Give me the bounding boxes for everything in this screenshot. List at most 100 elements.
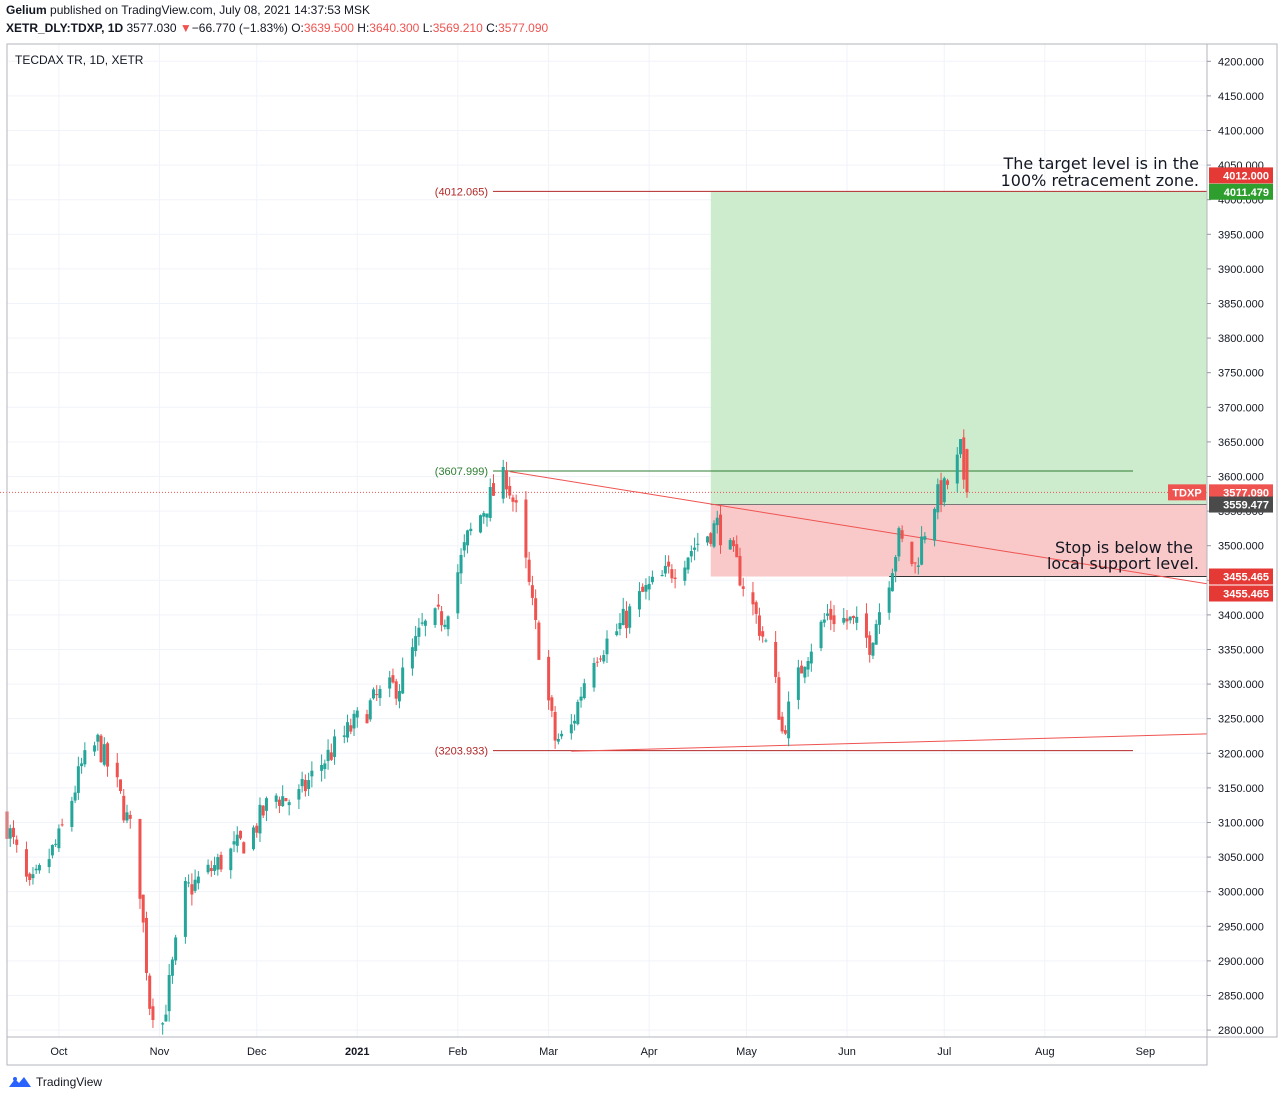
candle-body	[673, 577, 677, 579]
price-tick-label: 4200.000	[1218, 56, 1264, 68]
candle-body	[371, 689, 375, 699]
candle-body	[183, 880, 187, 937]
time-tick-label: Jul	[937, 1046, 951, 1058]
price-tick-label: 2800.000	[1218, 1025, 1264, 1037]
candle-body	[11, 827, 15, 838]
price-badge-label: 3559.477	[1223, 500, 1269, 512]
candle-body	[488, 487, 492, 518]
candle-body	[887, 587, 891, 613]
last-price: 3577.030	[126, 21, 177, 35]
price-tick-label: 3800.000	[1218, 333, 1264, 345]
candle-body	[93, 745, 97, 752]
candle-body	[537, 622, 541, 660]
candle-body	[255, 825, 259, 833]
candle-body	[871, 642, 875, 656]
symbol-name[interactable]: XETR_DLY:TDXP, 1D	[6, 21, 124, 35]
candle-body	[60, 824, 64, 826]
time-tick-label: Mar	[539, 1046, 558, 1058]
candle-body	[547, 656, 551, 701]
candle-body	[73, 792, 77, 801]
trend-line	[509, 471, 1208, 585]
candle-body	[780, 716, 784, 732]
candle-body	[479, 515, 483, 533]
candle-body	[595, 661, 599, 663]
high-value: 3640.300	[369, 21, 420, 35]
candle-body	[235, 834, 239, 846]
symbol-badge	[1168, 484, 1206, 501]
price-badge	[1209, 167, 1273, 184]
candle-body	[281, 796, 285, 807]
candle-body	[933, 508, 937, 541]
candle-body	[920, 536, 924, 565]
candle-body	[894, 557, 898, 572]
time-axis[interactable]: Oct Nov Dec 2021 Feb Mar Apr May Jun Jul Aug Sep	[50, 1046, 1155, 1058]
candle-body	[394, 681, 398, 699]
candle-body	[391, 675, 395, 683]
candle-body	[777, 677, 781, 720]
candle-body	[423, 620, 427, 626]
chart-title: TECDAX TR, 1D, XETR	[15, 53, 144, 67]
chart-frame	[6, 43, 1278, 1066]
candle-body	[602, 655, 606, 662]
candle-body	[845, 618, 849, 622]
candle-body	[410, 647, 414, 669]
candle-body	[300, 779, 304, 787]
candle-body	[842, 617, 846, 623]
candle-body	[459, 554, 463, 574]
candle-body	[686, 557, 690, 570]
candle-body	[560, 733, 564, 737]
candle-body	[397, 690, 401, 702]
author-name[interactable]: Gelium	[6, 3, 47, 17]
candle-body	[161, 1023, 165, 1025]
candle-body	[151, 1006, 155, 1020]
candle-body	[508, 485, 512, 496]
candle-body	[365, 714, 369, 724]
price-tick-label: 3850.000	[1218, 298, 1264, 310]
symbol-badge-label: TDXP	[1172, 487, 1201, 499]
candle-body	[965, 449, 969, 493]
candle-body	[401, 667, 405, 694]
candle-body	[190, 884, 194, 895]
candle-body	[187, 882, 191, 884]
candle-body	[877, 612, 881, 625]
candle-body	[693, 547, 697, 550]
candle-body	[206, 864, 210, 873]
candle-body	[800, 665, 804, 674]
tradingview-logo-icon	[9, 1077, 31, 1087]
candle-body	[826, 613, 830, 616]
price-tick-label: 3700.000	[1218, 402, 1264, 414]
candle-body	[822, 619, 826, 623]
candle-body	[504, 470, 508, 490]
candle-body	[342, 735, 346, 737]
price-axis[interactable]: 4200.0004150.0004100.0004050.0004000.000…	[1207, 56, 1264, 1037]
candle-body	[352, 713, 356, 729]
candle-body	[329, 752, 333, 760]
low-value: 3569.210	[432, 21, 483, 35]
brand-name: TradingView	[36, 1075, 103, 1089]
candle-body	[128, 814, 132, 819]
price-tick-label: 2900.000	[1218, 956, 1264, 968]
candle-body	[955, 454, 959, 484]
candle-body	[624, 610, 628, 629]
candle-body	[534, 598, 538, 620]
candle-body	[738, 556, 742, 586]
price-badges: 4012.000 4011.479 3577.090 TDXP 3559.477 3455…	[1168, 167, 1273, 602]
tradingview-brand[interactable]: TradingView	[8, 1075, 102, 1089]
candle-body	[644, 585, 648, 592]
candle-body	[83, 750, 87, 765]
time-tick-label: Oct	[50, 1046, 67, 1058]
candle-body	[320, 764, 324, 771]
candle-body	[709, 533, 713, 544]
candle-body	[333, 736, 337, 757]
candle-body	[715, 517, 719, 526]
candle-body	[592, 662, 596, 688]
price-tick-label: 3750.000	[1218, 368, 1264, 380]
candle-body	[569, 724, 573, 734]
candle-body	[264, 798, 268, 811]
candle-body	[31, 874, 35, 879]
trend-line	[571, 733, 1208, 752]
candle-body	[650, 576, 654, 583]
candle-body	[527, 559, 531, 582]
candle-body	[209, 868, 213, 872]
